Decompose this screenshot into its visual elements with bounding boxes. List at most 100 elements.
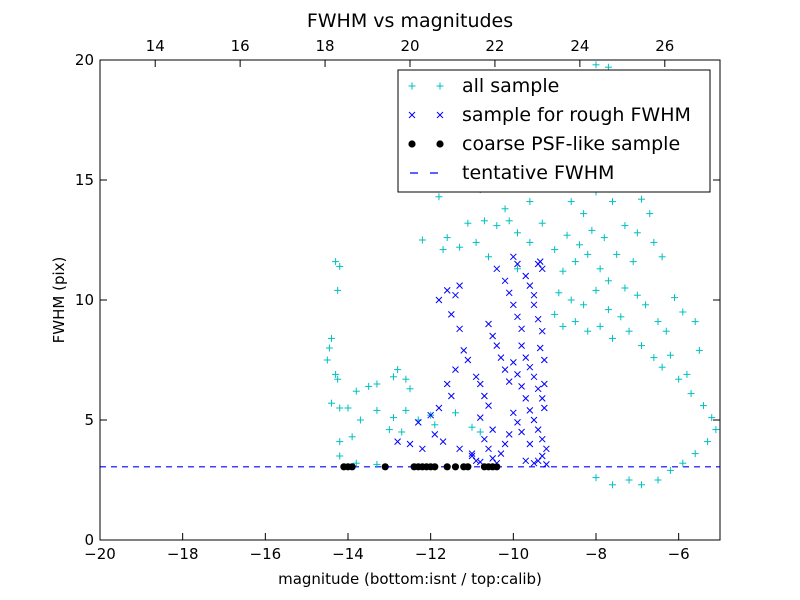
x-axis-label: magnitude (bottom:isnt / top:calib)	[278, 570, 542, 588]
rough-fwhm-point	[485, 445, 492, 453]
rough-fwhm-point	[485, 402, 492, 409]
rough-fwhm-point	[518, 428, 525, 436]
all-sample-point	[389, 414, 397, 422]
rough-fwhm-point	[522, 354, 530, 361]
all-sample-point	[344, 404, 352, 412]
x-top-tick-label: 20	[400, 37, 419, 55]
rough-fwhm-point-b	[501, 440, 509, 448]
all-sample-point	[505, 217, 513, 225]
all-sample-point	[691, 318, 699, 326]
all-sample-point	[325, 344, 333, 352]
rough-fwhm-point	[534, 385, 542, 393]
x-top-tick-label: 16	[231, 37, 250, 55]
all-sample-point	[637, 342, 645, 350]
x-tick-label: −20	[84, 545, 116, 563]
rough-fwhm-point-b	[522, 272, 530, 280]
data-marks-layer	[323, 61, 720, 489]
all-sample-point	[617, 313, 625, 321]
all-sample-point	[334, 286, 342, 294]
rough-fwhm-point-b	[530, 291, 538, 299]
rough-fwhm-point	[538, 265, 546, 273]
rough-fwhm-point-b	[522, 457, 530, 465]
legend-marker-left	[408, 111, 416, 119]
rough-fwhm-point-b	[509, 253, 517, 261]
rough-fwhm-point	[452, 366, 459, 373]
rough-fwhm-point-b	[505, 289, 513, 297]
all-sample-point	[551, 310, 559, 318]
rough-fwhm-point	[447, 392, 455, 400]
all-sample-point	[385, 426, 393, 434]
all-sample-point	[526, 198, 534, 206]
rough-fwhm-point	[530, 459, 538, 467]
all-sample-point	[604, 306, 612, 314]
rough-fwhm-point-b	[514, 313, 521, 321]
rough-fwhm-point-b	[485, 445, 492, 453]
x-tick-label: −18	[167, 545, 199, 563]
all-sample-point	[571, 318, 579, 326]
rough-fwhm-point-b	[452, 366, 459, 373]
all-sample-point	[439, 246, 447, 254]
rough-fwhm-point-b	[538, 395, 546, 402]
rough-fwhm-point	[518, 342, 525, 349]
rough-fwhm-point-b	[543, 461, 550, 468]
rough-fwhm-point-b	[518, 325, 525, 333]
all-sample-point	[650, 238, 658, 246]
all-sample-point	[526, 238, 534, 246]
all-sample-point	[332, 370, 340, 378]
rough-fwhm-point	[518, 383, 525, 390]
legend-entry-all-sample: all sample	[408, 75, 559, 97]
all-sample-point	[435, 193, 443, 201]
all-sample-point	[642, 301, 650, 309]
rough-fwhm-point-b	[509, 359, 517, 366]
rough-fwhm-point-b	[518, 342, 525, 349]
rough-fwhm-point	[536, 258, 544, 265]
rough-fwhm-point	[534, 457, 542, 465]
rough-fwhm-point-b	[476, 458, 484, 466]
x-tick-label: −6	[668, 545, 690, 563]
rough-fwhm-point-b	[489, 455, 497, 462]
axes-layer: −20 −18 −16 −14 −12 −10 −8 −6 14 16 18 20 22 24 26 0 5 10…	[75, 37, 720, 563]
all-sample-point	[327, 334, 335, 342]
rough-fwhm-point	[472, 457, 480, 465]
rough-fwhm-point	[505, 289, 513, 297]
rough-fwhm-point-b	[509, 301, 517, 309]
rough-fwhm-point-b	[518, 383, 525, 390]
rough-fwhm-point-b	[464, 356, 472, 364]
all-sample-point	[662, 327, 670, 335]
psf-like-point	[348, 463, 356, 471]
rough-fwhm-point-b	[540, 380, 548, 388]
all-sample-point	[555, 289, 563, 297]
x-top-tick-label: 22	[485, 37, 504, 55]
all-sample-point	[580, 301, 588, 309]
rough-fwhm-point-b	[489, 332, 497, 340]
rough-fwhm-point	[443, 380, 451, 388]
rough-fwhm-point-b	[538, 435, 546, 443]
rough-fwhm-point	[514, 313, 521, 321]
rough-fwhm-point-b	[530, 301, 538, 309]
rough-fwhm-point	[526, 407, 534, 414]
rough-fwhm-point-b	[468, 450, 476, 457]
all-sample-point	[592, 61, 600, 69]
rough-fwhm-point	[522, 457, 530, 465]
rough-fwhm-point	[543, 445, 550, 453]
x-top-tick-label: 26	[655, 37, 674, 55]
all-sample-point	[654, 318, 662, 326]
rough-fwhm-point	[526, 363, 534, 371]
rough-fwhm-point	[540, 356, 548, 364]
all-sample-point	[588, 226, 596, 234]
x-tick-label: −12	[415, 545, 447, 563]
rough-fwhm-point-b	[538, 265, 546, 273]
rough-fwhm-point	[476, 380, 484, 388]
rough-fwhm-point-b	[472, 457, 480, 465]
legend-label: sample for rough FWHM	[462, 104, 691, 126]
all-sample-point	[389, 373, 397, 381]
rough-fwhm-point	[538, 395, 546, 402]
rough-fwhm-point	[509, 301, 517, 309]
all-sample-point	[352, 387, 360, 395]
all-sample-point	[691, 450, 699, 458]
all-sample-point	[513, 229, 521, 237]
all-sample-point	[336, 438, 344, 446]
all-sample-point	[480, 217, 488, 225]
all-sample-point	[633, 229, 641, 237]
all-sample-point	[551, 246, 559, 254]
